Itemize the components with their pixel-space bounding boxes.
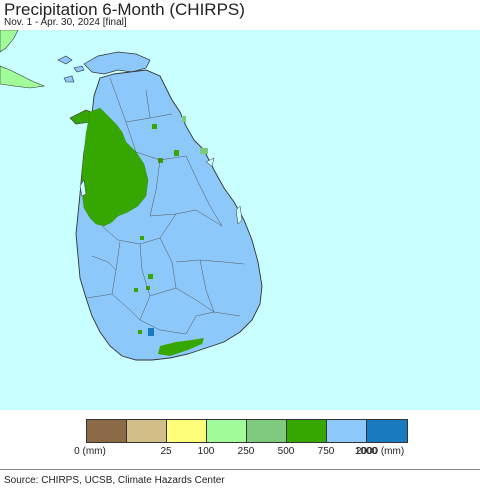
legend-swatch	[167, 420, 207, 442]
district-boundaries	[85, 77, 245, 335]
precipitation-map	[0, 30, 480, 410]
legend-labels: 0 (mm) 25 100 250 500 750 1000 2000 (mm)	[0, 446, 480, 460]
northern-island	[57, 55, 73, 65]
trincomalee-bay	[205, 157, 215, 167]
legend-label: 500	[277, 446, 295, 457]
south-coast-green	[158, 338, 204, 356]
footer-divider	[0, 469, 480, 470]
jaffna-peninsula	[83, 51, 151, 75]
wet-cell-2	[138, 330, 142, 334]
legend-label: 0 (mm)	[74, 446, 106, 457]
green-cell	[174, 150, 179, 156]
map-title: Precipitation 6-Month (CHIRPS)	[4, 0, 245, 19]
legend-label: 250	[237, 446, 255, 457]
source-credit: Source: CHIRPS, UCSB, Climate Hazards Ce…	[4, 475, 225, 486]
legend-colorbar	[86, 419, 408, 443]
legend-label: 1000	[354, 446, 378, 457]
legend-swatch	[87, 420, 127, 442]
map-subtitle: Nov. 1 - Apr. 30, 2024 [final]	[4, 17, 127, 28]
green-cell	[148, 274, 153, 279]
dry-patch	[96, 214, 110, 224]
legend-label: 100	[197, 446, 215, 457]
legend-label: 25	[160, 446, 172, 457]
legend-swatch	[127, 420, 167, 442]
legend-swatch	[287, 420, 327, 442]
wet-cell	[148, 328, 154, 336]
batticaloa-lagoon	[235, 205, 243, 225]
legend-label: 2000 (mm)	[355, 446, 405, 457]
green-cell	[146, 286, 150, 290]
green-cell	[152, 124, 157, 129]
northern-island-2	[73, 65, 85, 73]
green-cell	[200, 148, 208, 154]
western-lagoon	[79, 179, 87, 197]
green-cell	[140, 236, 144, 240]
legend-swatch	[207, 420, 247, 442]
northern-island-3	[63, 75, 75, 83]
green-cell	[158, 158, 163, 163]
legend-swatch	[367, 420, 407, 442]
india-coast-west	[0, 65, 46, 89]
legend-swatch	[247, 420, 287, 442]
green-cell	[182, 116, 186, 122]
india-coast	[0, 30, 19, 53]
legend-label: 750	[317, 446, 335, 457]
green-cell	[134, 288, 138, 292]
legend-swatch	[327, 420, 367, 442]
